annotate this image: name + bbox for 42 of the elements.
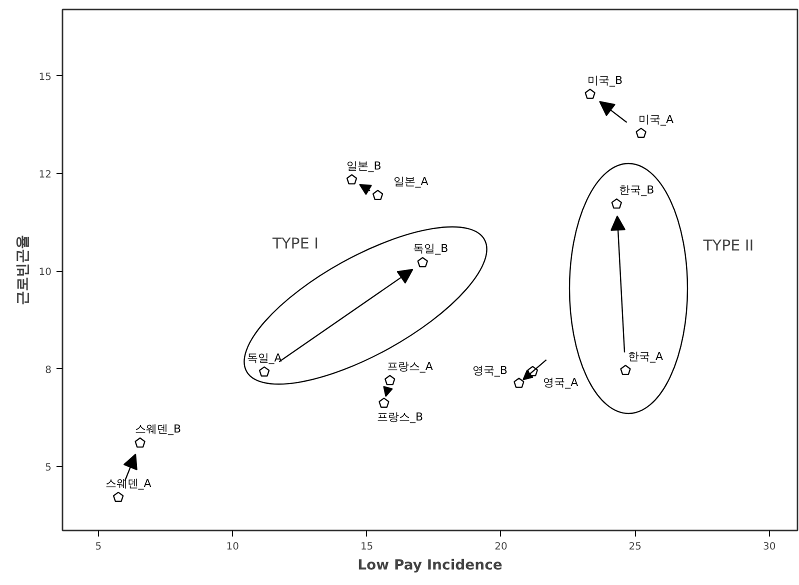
point [378,398,390,408]
y-tick-label: 15 [38,72,52,83]
data-label: 미국_A [638,112,674,126]
data-label: 스웨덴_B [135,422,182,436]
point [346,174,358,184]
x-tick-label: 20 [494,542,508,552]
x-tick-label: 30 [762,542,776,552]
y-tick-label: 5 [45,462,52,474]
data-label: 미국_B [588,74,623,87]
annotation: TYPE II [702,236,754,254]
x-tick-label: 15 [360,542,374,552]
x-tick-label: 10 [226,542,240,552]
data-label: 일본_B [346,159,382,172]
point [372,190,384,200]
point [134,437,146,448]
point [417,256,428,268]
point [258,366,270,377]
data-label: 영국_A [543,376,579,390]
annotation: TYPE I [271,234,319,252]
data-label: 스웨덴_A [105,476,152,490]
y-tick-label: 12 [38,170,52,181]
point [112,492,124,502]
data-label: 일본_A [393,174,429,188]
data-label: 한국_A [628,350,664,363]
data-label: 독일_A [246,351,282,364]
x-tick-label: 5 [95,542,102,552]
data-label: 독일_B [413,242,448,256]
data-label: 영국_B [472,364,508,377]
point [636,128,646,138]
point [514,378,524,388]
data-label: 한국_B [619,183,654,196]
point [584,88,596,99]
data-label: 프랑스_B [376,410,423,424]
point [620,364,631,376]
x-tick-label: 25 [628,542,642,552]
x-axis-title: Low Pay Incidence [358,558,502,574]
point [611,198,622,209]
point [384,374,396,386]
y-tick-label: 8 [45,364,52,376]
y-tick-label: 10 [38,267,52,278]
data-label: 프랑스_A [386,360,434,374]
y-axis-title: 근로빈곤율 [14,235,31,305]
